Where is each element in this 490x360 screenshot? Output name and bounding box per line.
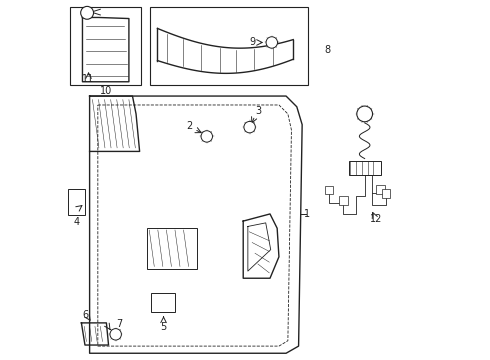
Circle shape [81, 6, 94, 19]
Bar [68, 189, 85, 215]
Circle shape [357, 106, 372, 122]
Text: 9: 9 [250, 37, 256, 48]
Circle shape [244, 121, 255, 133]
Text: 3: 3 [255, 107, 262, 116]
Bar [348, 161, 381, 175]
Circle shape [201, 131, 213, 142]
Bar [382, 189, 391, 198]
Bar [70, 7, 142, 85]
Circle shape [110, 329, 122, 340]
Text: 12: 12 [370, 213, 382, 224]
Text: 11: 11 [82, 74, 95, 84]
Text: 2: 2 [186, 121, 192, 131]
Bar [147, 228, 197, 269]
Text: 10: 10 [99, 86, 112, 96]
Bar [339, 197, 347, 205]
Bar [151, 293, 174, 312]
Text: 8: 8 [324, 45, 330, 55]
Circle shape [266, 37, 277, 48]
Bar [150, 7, 308, 85]
Text: 4: 4 [74, 217, 79, 227]
Text: 6: 6 [82, 310, 88, 320]
Text: 1: 1 [304, 209, 311, 219]
Text: 7: 7 [116, 319, 122, 329]
Text: 5: 5 [160, 322, 167, 332]
Bar [376, 185, 385, 194]
Bar [325, 186, 333, 194]
